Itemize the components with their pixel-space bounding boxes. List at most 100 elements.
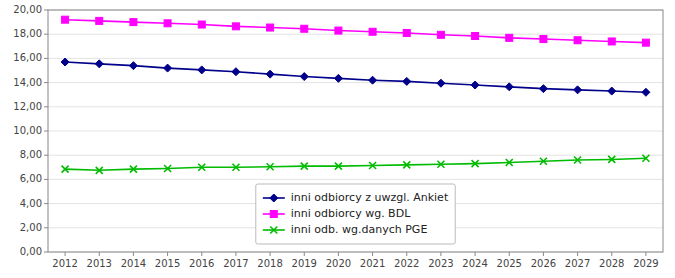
grid-line [48, 34, 663, 35]
point [62, 166, 69, 173]
legend: inni odbiorcy z uwzgl. Ankietinni odbior… [256, 184, 455, 244]
point [472, 33, 479, 40]
point [505, 83, 513, 91]
point [539, 85, 547, 93]
point [335, 27, 342, 34]
grid-line [48, 106, 663, 107]
point [62, 16, 69, 23]
point [164, 20, 171, 27]
point [335, 163, 342, 170]
point [130, 166, 137, 173]
point [540, 158, 547, 165]
x-tick-label: 2020 [326, 258, 351, 269]
x-tick [406, 252, 407, 256]
legend-label: inni odbiorcy wg. BDL [291, 207, 411, 220]
x-tick-label: 2015 [155, 258, 180, 269]
legend-swatch-marker [270, 227, 277, 234]
point [232, 164, 239, 171]
series-line [65, 62, 646, 92]
series-line [65, 158, 646, 170]
data [61, 16, 650, 174]
x-axis: 2012201320142015201620172018201920202021… [52, 252, 658, 269]
y-tick-label: 16,00 [13, 52, 42, 63]
point [642, 155, 649, 162]
plot-background [48, 10, 663, 252]
chart: 0,002,004,006,008,0010,0012,0014,0016,00… [0, 0, 675, 278]
x-tick-label: 2023 [428, 258, 453, 269]
point [506, 34, 513, 41]
point [96, 17, 103, 24]
x-tick [304, 252, 305, 256]
point [540, 36, 547, 43]
point [96, 167, 103, 174]
legend-label: inni odb. wg.danych PGE [291, 223, 428, 236]
y-tick [44, 155, 48, 156]
point [608, 156, 615, 163]
point [198, 21, 205, 28]
point [403, 29, 410, 36]
x-tick-label: 2024 [462, 258, 487, 269]
y-tick-label: 8,00 [20, 149, 42, 160]
point [403, 77, 411, 85]
x-tick [235, 252, 236, 256]
x-tick-label: 2013 [87, 258, 112, 269]
grid-line [48, 82, 663, 83]
x-tick [99, 252, 100, 256]
point [472, 160, 479, 167]
point [232, 23, 239, 30]
x-tick-label: 2017 [223, 258, 248, 269]
point [369, 162, 376, 169]
point [95, 60, 103, 68]
y-tick-label: 2,00 [20, 222, 42, 233]
x-tick [475, 252, 476, 256]
point [506, 159, 513, 166]
x-tick [645, 252, 646, 256]
point [642, 88, 650, 96]
x-tick [440, 252, 441, 256]
series-line [65, 20, 646, 43]
point [267, 163, 274, 170]
x-tick [509, 252, 510, 256]
y-tick-label: 6,00 [20, 173, 42, 184]
grid-line [48, 131, 663, 132]
point [266, 70, 274, 78]
x-tick [167, 252, 168, 256]
y-tick [44, 58, 48, 59]
x-tick-label: 2014 [121, 258, 146, 269]
plot-frame [48, 10, 663, 252]
y-tick [44, 10, 48, 11]
point [608, 87, 616, 95]
point [437, 79, 445, 87]
grid-line [48, 58, 663, 59]
point [369, 76, 377, 84]
grid-line [48, 155, 663, 156]
x-tick-label: 2019 [292, 258, 317, 269]
point [164, 64, 172, 72]
point [301, 163, 308, 170]
x-tick [65, 252, 66, 256]
x-tick [611, 252, 612, 256]
x-tick [270, 252, 271, 256]
x-tick-label: 2026 [531, 258, 556, 269]
point [608, 38, 615, 45]
legend-swatch-marker [270, 194, 278, 202]
point [300, 73, 308, 81]
y-tick [44, 252, 48, 253]
y-tick [44, 34, 48, 35]
y-axis: 0,002,004,006,008,0010,0012,0014,0016,00… [13, 4, 48, 257]
x-tick [201, 252, 202, 256]
y-tick [44, 227, 48, 228]
y-tick-label: 14,00 [13, 77, 42, 88]
point [437, 31, 444, 38]
y-tick-label: 12,00 [13, 101, 42, 112]
x-tick [133, 252, 134, 256]
y-tick-label: 20,00 [13, 4, 42, 15]
point [164, 165, 171, 172]
x-tick-label: 2012 [52, 258, 77, 269]
point [198, 164, 205, 171]
series [62, 16, 650, 46]
series [61, 58, 650, 96]
point [471, 81, 479, 89]
point [574, 37, 581, 44]
x-tick-label: 2016 [189, 258, 214, 269]
